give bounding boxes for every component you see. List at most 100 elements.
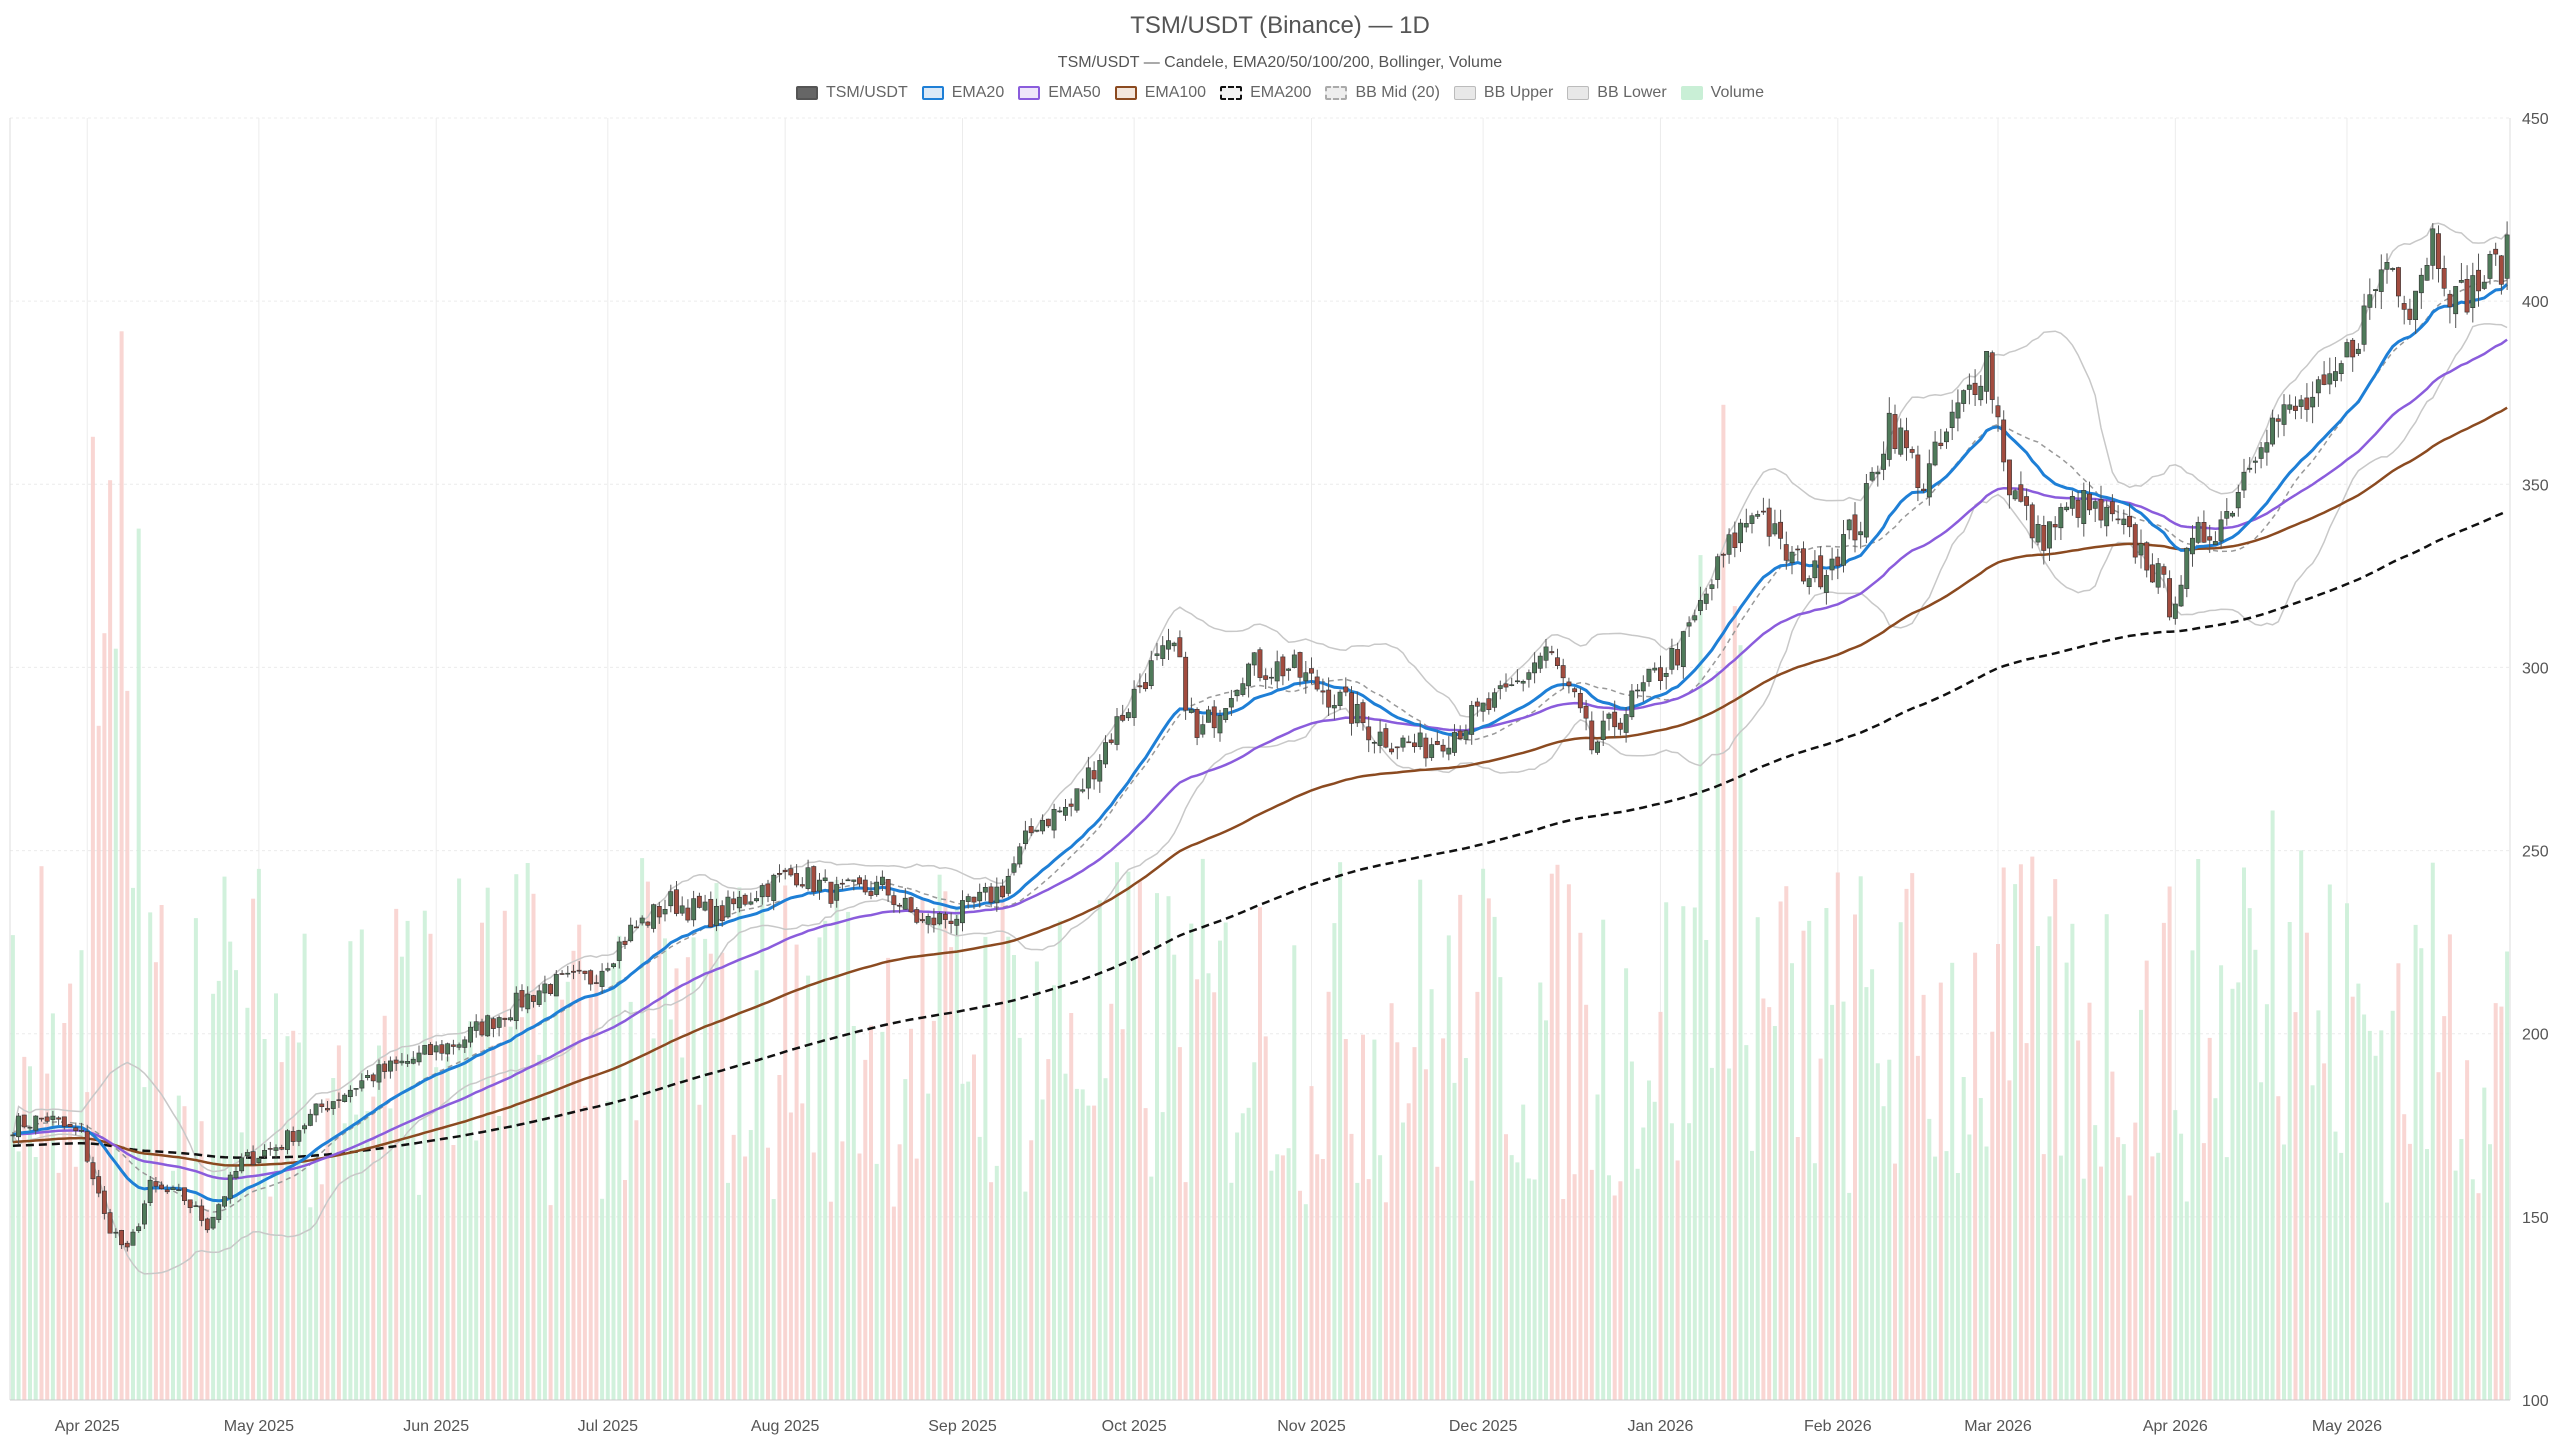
candle-body (2344, 342, 2350, 358)
volume-bar (354, 1114, 359, 1400)
legend-item-tsm-usdt[interactable]: TSM/USDT (795, 84, 908, 102)
volume-bar (1103, 1078, 1108, 1400)
volume-bar (1034, 961, 1039, 1400)
candle-body (2195, 522, 2201, 543)
volume-bar (1458, 894, 1463, 1400)
candle-body (2104, 506, 2110, 527)
volume-bar (1704, 940, 1709, 1400)
volume-bar (628, 1001, 633, 1400)
candle-body (387, 1060, 393, 1072)
candle-body (142, 1203, 147, 1225)
candle-body (2252, 460, 2258, 463)
candle-body (565, 972, 571, 975)
volume-bar (2459, 1139, 2464, 1400)
candle-body (2138, 543, 2144, 556)
volume-bar (405, 920, 410, 1400)
volume-bar (176, 1095, 181, 1400)
volume-bar (960, 1083, 965, 1400)
candle-body (347, 1089, 353, 1097)
legend-label: BB Mid (20) (1355, 84, 1440, 101)
legend-item-bb-lower[interactable]: BB Lower (1567, 84, 1667, 102)
legend-item-ema100[interactable]: EMA100 (1114, 84, 1206, 102)
volume-bar (228, 941, 233, 1400)
volume-bar (1498, 977, 1503, 1400)
volume-bar (485, 887, 490, 1400)
candle-body (405, 1061, 410, 1064)
candle-body (1452, 732, 1457, 753)
volume-bar (2076, 1040, 2081, 1400)
legend-item-ema200[interactable]: EMA200 (1220, 84, 1311, 102)
legend-item-volume[interactable]: Volume (1680, 84, 1764, 102)
volume-bar (2385, 1202, 2389, 1400)
legend-item-bb-mid-20[interactable]: BB Mid (20) (1325, 84, 1440, 102)
candle-body (159, 1184, 164, 1190)
candle-body (1492, 692, 1498, 708)
candle-body (2275, 418, 2281, 422)
volume-bar (85, 1092, 90, 1400)
volume-bar (2345, 903, 2349, 1400)
candle-body (164, 1189, 170, 1193)
candles (10, 221, 2510, 1252)
candle-body (1063, 806, 1068, 816)
volume-bar (1595, 1094, 1600, 1400)
candle-body (1909, 449, 1915, 453)
candle-body (1720, 553, 1726, 556)
volume-bar (211, 993, 216, 1400)
legend-swatch (1018, 86, 1041, 100)
candle-body (2075, 499, 2081, 518)
candle-body (502, 1017, 508, 1020)
candle-body (548, 984, 554, 995)
legend-item-bb-upper[interactable]: BB Upper (1453, 84, 1554, 102)
volume-bar (222, 876, 227, 1400)
candle-body (536, 990, 542, 1005)
legend-item-ema50[interactable]: EMA50 (1018, 84, 1101, 102)
volume-bar (537, 1054, 542, 1400)
volume-bar (766, 1147, 770, 1400)
legend-label: BB Upper (1483, 84, 1554, 101)
candle-body (187, 1199, 193, 1209)
candle-body (433, 1045, 439, 1053)
volume-bar (256, 868, 261, 1400)
candle-body (696, 895, 702, 908)
bb-mid-line (12, 279, 2508, 1213)
volume-bar (634, 1120, 639, 1400)
candle-body (1806, 578, 1812, 587)
candle-body (1761, 510, 1766, 513)
volume-bar (1069, 1013, 1074, 1400)
candle-body (1600, 720, 1606, 741)
volume-bar (2041, 1154, 2046, 1400)
candle-body (633, 926, 639, 929)
legend-item-ema20[interactable]: EMA20 (921, 84, 1004, 102)
volume-bar (1126, 871, 1131, 1400)
candle-body (2487, 254, 2493, 279)
candle-body (1497, 685, 1503, 689)
volume-bar (1927, 1118, 1932, 1400)
candle-body (1343, 686, 1349, 693)
candle-body (765, 883, 771, 897)
volume-bar (2230, 988, 2235, 1400)
candle-body (1669, 647, 1675, 670)
candle-body (2007, 459, 2012, 496)
candle-body (1326, 689, 1332, 708)
candle-body (101, 1190, 107, 1214)
candle-body (1606, 713, 1612, 719)
volume-bar (1149, 1176, 1154, 1400)
candle-body (2235, 491, 2241, 509)
candle-body (1177, 637, 1183, 658)
candle-body (336, 1099, 342, 1101)
candle-body (668, 891, 674, 907)
candle-body (851, 879, 857, 882)
candle-body (2081, 490, 2087, 524)
candle-body (16, 1115, 21, 1138)
candle-body (994, 886, 1000, 904)
candle-body (1698, 600, 1703, 611)
candle-body (1892, 414, 1898, 449)
volume-bar (2064, 962, 2069, 1400)
candle-body (216, 1204, 222, 1220)
volume-bar (1320, 1159, 1325, 1400)
candle-body (1166, 640, 1171, 650)
volume-bar (691, 937, 696, 1400)
volume-bar (1235, 1132, 1240, 1400)
volume-bar (1755, 917, 1760, 1400)
candle-body (1537, 655, 1543, 669)
